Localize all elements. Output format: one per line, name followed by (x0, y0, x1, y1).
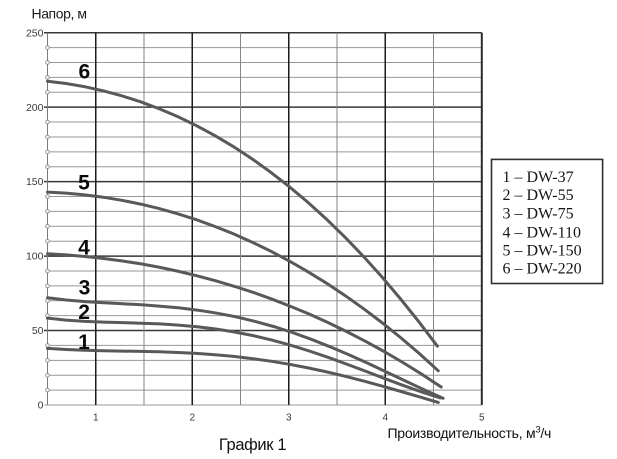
svg-text:50: 50 (32, 325, 44, 337)
svg-text:3: 3 (79, 277, 91, 300)
svg-text:250: 250 (26, 27, 44, 39)
svg-text:4: 4 (382, 413, 388, 424)
svg-text:2: 2 (78, 301, 90, 324)
svg-text:1: 1 (78, 331, 90, 354)
svg-text:3: 3 (286, 413, 292, 424)
svg-text:6 – DW-220: 6 – DW-220 (503, 260, 582, 277)
svg-text:4 – DW-110: 4 – DW-110 (503, 225, 582, 242)
svg-text:4: 4 (78, 237, 90, 260)
svg-text:200: 200 (26, 102, 44, 114)
svg-text:150: 150 (26, 176, 44, 188)
svg-text:5: 5 (78, 172, 90, 195)
svg-text:2 – DW-55: 2 – DW-55 (503, 187, 574, 204)
svg-text:3 – DW-75: 3 – DW-75 (503, 206, 574, 223)
svg-text:График 1: График 1 (219, 436, 287, 454)
svg-text:5 – DW-150: 5 – DW-150 (503, 243, 582, 260)
svg-text:100: 100 (26, 251, 44, 263)
svg-text:2: 2 (189, 413, 195, 424)
svg-text:Напор, м: Напор, м (32, 6, 87, 22)
svg-text:1 – DW-37: 1 – DW-37 (503, 169, 574, 186)
svg-text:5: 5 (479, 413, 485, 424)
svg-text:1: 1 (93, 413, 99, 424)
svg-text:Производительность, м3/ч: Производительность, м3/ч (388, 425, 552, 442)
svg-text:6: 6 (78, 61, 90, 84)
svg-text:0: 0 (38, 400, 44, 412)
